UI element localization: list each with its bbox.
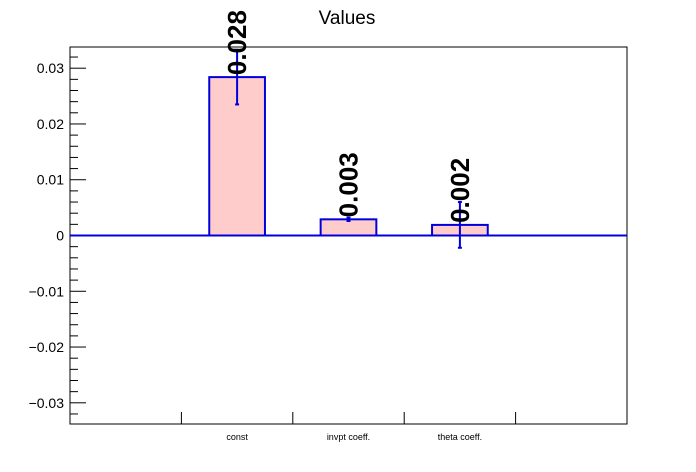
bars-group xyxy=(70,48,627,249)
chart-title: Values xyxy=(319,8,376,29)
y-tick-label: −0.01 xyxy=(29,283,65,299)
y-tick-label: 0.03 xyxy=(37,60,64,76)
y-tick-label: 0.02 xyxy=(37,116,64,132)
labels-group: 0.028 0.003 0.002 xyxy=(222,10,475,223)
y-tick-label: 0 xyxy=(56,228,64,244)
data-label-2: 0.002 xyxy=(445,158,475,223)
x-category-label: invpt coeff. xyxy=(327,432,370,442)
x-category-label: theta coeff. xyxy=(438,432,482,442)
data-label-1: 0.003 xyxy=(334,152,364,217)
data-label-0: 0.028 xyxy=(222,10,252,75)
y-tick-label: −0.03 xyxy=(29,395,65,411)
x-category-label: const xyxy=(226,432,248,442)
y-tick-label: 0.01 xyxy=(37,172,64,188)
x-axis: const invpt coeff. theta coeff. xyxy=(180,412,517,442)
y-tick-label: −0.02 xyxy=(29,339,65,355)
y-axis: −0.03 −0.02 −0.01 0 0.01 0.02 0.03 xyxy=(29,56,86,415)
